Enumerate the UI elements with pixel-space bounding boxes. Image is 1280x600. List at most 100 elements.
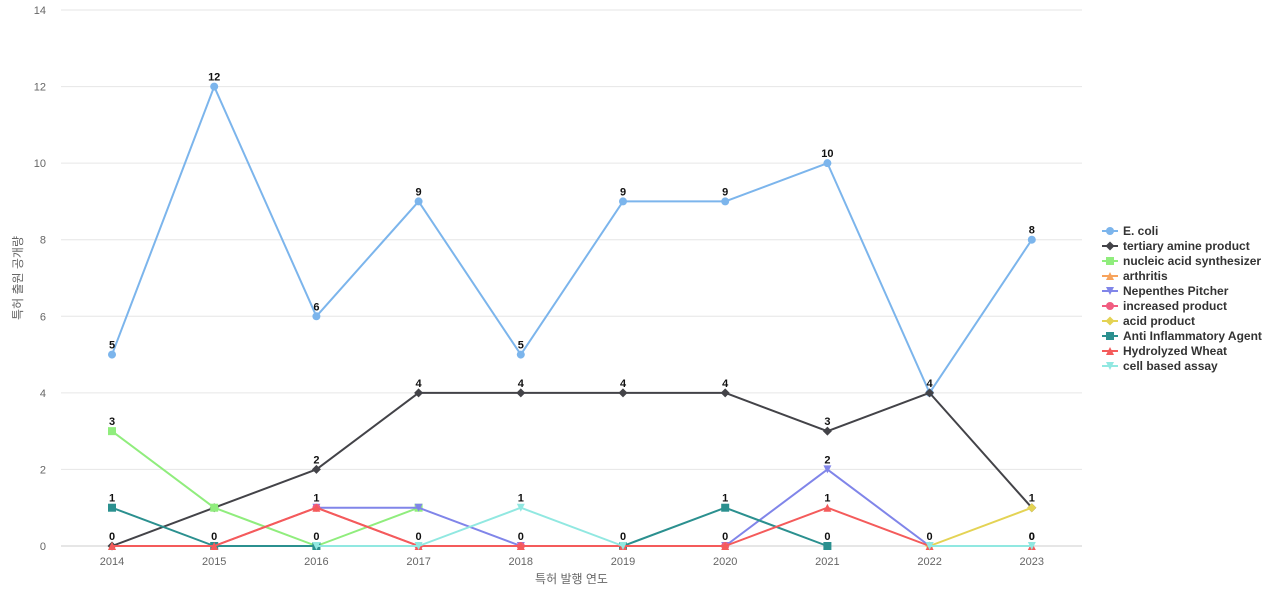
data-point[interactable] — [312, 503, 321, 512]
legend-item-e-coli[interactable]: E. coli — [1102, 224, 1158, 238]
x-tick-label: 2018 — [509, 556, 533, 568]
data-label: 5 — [109, 340, 115, 352]
data-label: 4 — [722, 378, 729, 390]
data-point[interactable] — [414, 197, 423, 206]
x-tick-label: 2021 — [815, 556, 839, 568]
series-line — [929, 506, 1033, 547]
legend-item-nucleic-acid-synthesizer[interactable]: nucleic acid synthesizer — [1102, 254, 1261, 268]
y-tick-label: 8 — [40, 235, 46, 247]
data-label: 3 — [824, 416, 830, 428]
data-point[interactable] — [1027, 503, 1037, 513]
data-label: 0 — [1029, 531, 1035, 543]
data-point[interactable] — [720, 388, 730, 398]
data-label: 0 — [722, 531, 728, 543]
legend-item-increased-product[interactable]: increased product — [1102, 299, 1227, 313]
data-point[interactable] — [619, 542, 627, 550]
data-point[interactable] — [414, 542, 423, 550]
legend-marker — [1106, 362, 1114, 370]
data-point[interactable] — [823, 542, 832, 550]
x-tick-label: 2022 — [917, 556, 941, 568]
data-label: 4 — [620, 378, 627, 390]
legend-label: acid product — [1123, 314, 1195, 328]
data-point[interactable] — [1027, 235, 1036, 244]
data-point[interactable] — [925, 542, 934, 550]
data-point[interactable] — [516, 542, 525, 550]
y-tick-label: 6 — [40, 311, 46, 323]
data-label: 0 — [211, 531, 217, 543]
data-point[interactable] — [108, 542, 116, 550]
legend-item-tertiary-amine-product[interactable]: tertiary amine product — [1102, 239, 1250, 253]
data-label: 1 — [313, 493, 319, 505]
data-point[interactable] — [414, 503, 423, 512]
legend-label: tertiary amine product — [1123, 239, 1250, 253]
data-point[interactable] — [1027, 542, 1036, 550]
series-hydrolyzed-wheat — [108, 503, 1036, 550]
data-point[interactable] — [108, 427, 116, 436]
legend-item-acid-product[interactable]: acid product — [1102, 314, 1195, 328]
data-label: 0 — [109, 531, 115, 543]
data-label: 1 — [722, 493, 728, 505]
data-point[interactable] — [823, 503, 832, 512]
data-point[interactable] — [516, 503, 525, 512]
data-label: 3 — [109, 416, 115, 428]
legend-label: arthritis — [1123, 269, 1168, 283]
series-cell-based-assay — [312, 503, 1036, 550]
x-tick-label: 2015 — [202, 556, 226, 568]
data-point[interactable] — [414, 388, 424, 398]
data-point[interactable] — [721, 503, 730, 512]
data-label: 4 — [927, 378, 934, 390]
legend-label: Hydrolyzed Wheat — [1123, 344, 1227, 358]
data-label: 2 — [313, 454, 319, 466]
data-label: 0 — [313, 531, 319, 543]
legend-item-cell-based-assay[interactable]: cell based assay — [1102, 359, 1218, 373]
legend-item-nepenthes-pitcher[interactable]: Nepenthes Pitcher — [1102, 284, 1229, 298]
y-tick-label: 0 — [40, 541, 46, 553]
data-label: 1 — [109, 493, 115, 505]
data-point[interactable] — [516, 388, 526, 398]
data-label: 5 — [518, 340, 524, 352]
legend-item-anti-inflammatory-agent[interactable]: Anti Inflammatory Agent — [1102, 329, 1262, 343]
data-point[interactable] — [311, 464, 321, 474]
data-point[interactable] — [210, 82, 219, 91]
data-point[interactable] — [312, 542, 321, 550]
data-label: 9 — [722, 186, 728, 198]
data-point[interactable] — [823, 465, 832, 474]
data-label: 2 — [824, 454, 830, 466]
data-label: 4 — [416, 378, 423, 390]
y-tick-label: 14 — [34, 5, 46, 17]
x-axis: 2014 2015 2016 2017 2018 2019 2020 2021 2022 2023 — [100, 556, 1044, 568]
data-label: 10 — [821, 148, 833, 160]
data-point[interactable] — [721, 197, 730, 206]
legend-marker — [1106, 227, 1114, 235]
data-point[interactable] — [108, 503, 116, 512]
data-label: 0 — [416, 531, 422, 543]
legend-marker — [1105, 316, 1115, 326]
data-point[interactable] — [822, 426, 832, 436]
data-point[interactable] — [312, 312, 321, 321]
x-tick-label: 2019 — [611, 556, 635, 568]
data-point[interactable] — [619, 197, 627, 206]
data-label: 0 — [824, 531, 830, 543]
data-point[interactable] — [108, 350, 116, 359]
data-label: 1 — [518, 493, 524, 505]
data-point[interactable] — [210, 503, 219, 512]
legend-label: Anti Inflammatory Agent — [1123, 329, 1262, 343]
legend-label: increased product — [1123, 299, 1227, 313]
legend-item-arthritis[interactable]: arthritis — [1102, 269, 1168, 283]
legend-marker — [1106, 272, 1114, 280]
y-tick-label: 2 — [40, 464, 46, 476]
legend-label: cell based assay — [1123, 359, 1218, 373]
data-point[interactable] — [823, 159, 832, 168]
data-point[interactable] — [721, 542, 730, 550]
series-acid-product — [925, 503, 1037, 551]
legend-item-hydrolyzed-wheat[interactable]: Hydrolyzed Wheat — [1102, 344, 1227, 358]
data-point[interactable] — [925, 388, 935, 398]
legend-marker — [1106, 347, 1114, 355]
data-point[interactable] — [210, 542, 219, 550]
series-line — [111, 391, 1033, 547]
legend-marker — [1105, 241, 1115, 251]
data-point[interactable] — [516, 350, 525, 359]
y-tick-label: 10 — [34, 158, 46, 170]
data-point[interactable] — [618, 388, 628, 398]
